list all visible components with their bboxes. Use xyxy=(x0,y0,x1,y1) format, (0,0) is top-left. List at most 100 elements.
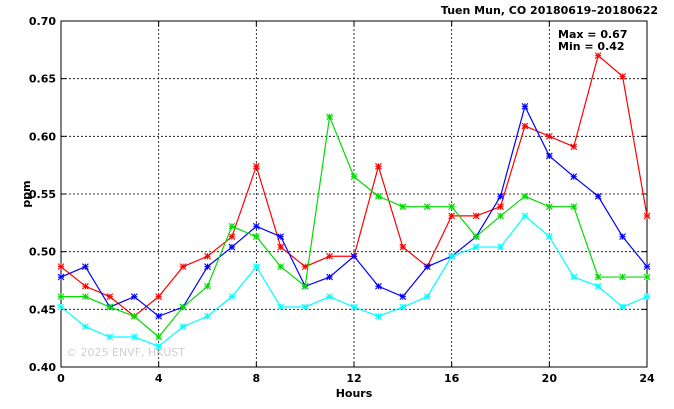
data-point-marker xyxy=(545,152,553,160)
data-point-marker xyxy=(497,192,504,200)
data-point-marker xyxy=(204,282,211,290)
data-point-marker xyxy=(448,212,456,220)
data-point-marker xyxy=(472,212,480,220)
data-point-marker xyxy=(619,233,626,241)
data-point-marker xyxy=(521,192,529,200)
y-tick-label: 0.55 xyxy=(29,188,56,201)
data-point-marker xyxy=(228,243,236,251)
data-point-marker xyxy=(326,293,333,301)
data-point-marker xyxy=(570,203,578,211)
data-point-marker xyxy=(399,293,407,301)
data-point-marker xyxy=(228,222,236,230)
data-point-marker xyxy=(448,203,456,211)
data-point-marker xyxy=(350,303,358,311)
data-point-marker xyxy=(204,312,211,320)
data-point-marker xyxy=(375,282,382,290)
data-point-marker xyxy=(643,263,651,271)
x-tick-label: 4 xyxy=(155,372,163,385)
data-point-marker xyxy=(155,342,163,350)
x-tick-label: 16 xyxy=(444,372,460,385)
data-point-marker xyxy=(326,113,333,121)
series-2 xyxy=(57,113,651,341)
y-axis-label: ppm xyxy=(20,180,33,207)
data-point-marker xyxy=(106,303,114,311)
data-point-marker xyxy=(155,333,163,341)
data-point-marker xyxy=(155,293,163,301)
data-point-marker xyxy=(399,243,407,251)
data-point-marker xyxy=(204,252,211,260)
data-point-marker xyxy=(57,273,65,281)
data-point-marker xyxy=(619,273,626,281)
data-series xyxy=(57,52,651,350)
data-point-marker xyxy=(82,323,89,331)
data-point-marker xyxy=(228,233,236,241)
x-tick-label: 20 xyxy=(542,372,558,385)
x-tick-label: 8 xyxy=(253,372,261,385)
data-point-marker xyxy=(252,162,260,170)
data-point-marker xyxy=(277,243,285,251)
data-point-marker xyxy=(521,212,529,220)
data-point-marker xyxy=(423,263,431,271)
data-point-marker xyxy=(350,252,358,260)
data-point-marker xyxy=(375,192,382,200)
data-point-marker xyxy=(179,323,187,331)
data-point-marker xyxy=(423,293,431,301)
data-point-marker xyxy=(82,263,89,271)
y-tick-label: 0.45 xyxy=(29,303,56,316)
data-point-marker xyxy=(326,273,333,281)
data-point-marker xyxy=(448,252,456,260)
data-point-marker xyxy=(375,162,382,170)
data-point-marker xyxy=(594,273,602,281)
data-point-marker xyxy=(277,263,285,271)
data-point-marker xyxy=(326,252,333,260)
data-point-marker xyxy=(399,303,407,311)
x-tick-label: 0 xyxy=(57,372,65,385)
data-point-marker xyxy=(301,282,309,290)
data-point-marker xyxy=(497,203,504,211)
data-point-marker xyxy=(545,233,553,241)
data-point-marker xyxy=(521,102,529,110)
data-point-marker xyxy=(350,173,358,181)
data-point-marker xyxy=(252,263,260,271)
data-point-marker xyxy=(130,293,138,301)
data-point-marker xyxy=(619,72,626,80)
data-point-marker xyxy=(57,263,65,271)
data-point-marker xyxy=(106,293,114,301)
data-point-marker xyxy=(497,212,504,220)
data-point-marker xyxy=(301,303,309,311)
data-point-marker xyxy=(594,282,602,290)
data-point-marker xyxy=(375,312,382,320)
data-point-marker xyxy=(82,282,89,290)
x-axis-label: Hours xyxy=(336,387,373,400)
data-point-marker xyxy=(423,203,431,211)
data-point-marker xyxy=(570,173,578,181)
data-point-marker xyxy=(472,243,480,251)
data-point-marker xyxy=(155,312,163,320)
data-point-marker xyxy=(82,293,89,301)
data-point-marker xyxy=(252,233,260,241)
data-point-marker xyxy=(594,52,602,59)
axes: 0 4 8 12 16 20 24 0.40 0.45 0.50 0.55 0.60 0.65 0.70 xyxy=(29,15,655,385)
data-point-marker xyxy=(57,303,65,311)
data-point-marker xyxy=(106,333,114,341)
data-point-marker xyxy=(545,132,553,140)
data-point-marker xyxy=(204,263,211,271)
data-point-marker xyxy=(130,312,138,320)
y-tick-label: 0.50 xyxy=(29,246,56,259)
data-point-marker xyxy=(472,233,480,241)
min-annotation: Min = 0.42 xyxy=(558,40,625,53)
data-point-marker xyxy=(277,303,285,311)
data-point-marker xyxy=(594,192,602,200)
data-point-marker xyxy=(545,203,553,211)
chart-title: Tuen Mun, CO 20180619–20180622 xyxy=(440,4,658,17)
data-point-marker xyxy=(179,303,187,311)
data-point-marker xyxy=(228,293,236,301)
data-point-marker xyxy=(643,212,651,220)
series-1 xyxy=(57,102,651,320)
data-point-marker xyxy=(643,293,651,301)
data-point-marker xyxy=(179,263,187,271)
x-tick-label: 12 xyxy=(346,372,361,385)
data-point-marker xyxy=(252,222,260,230)
data-point-marker xyxy=(619,303,626,311)
